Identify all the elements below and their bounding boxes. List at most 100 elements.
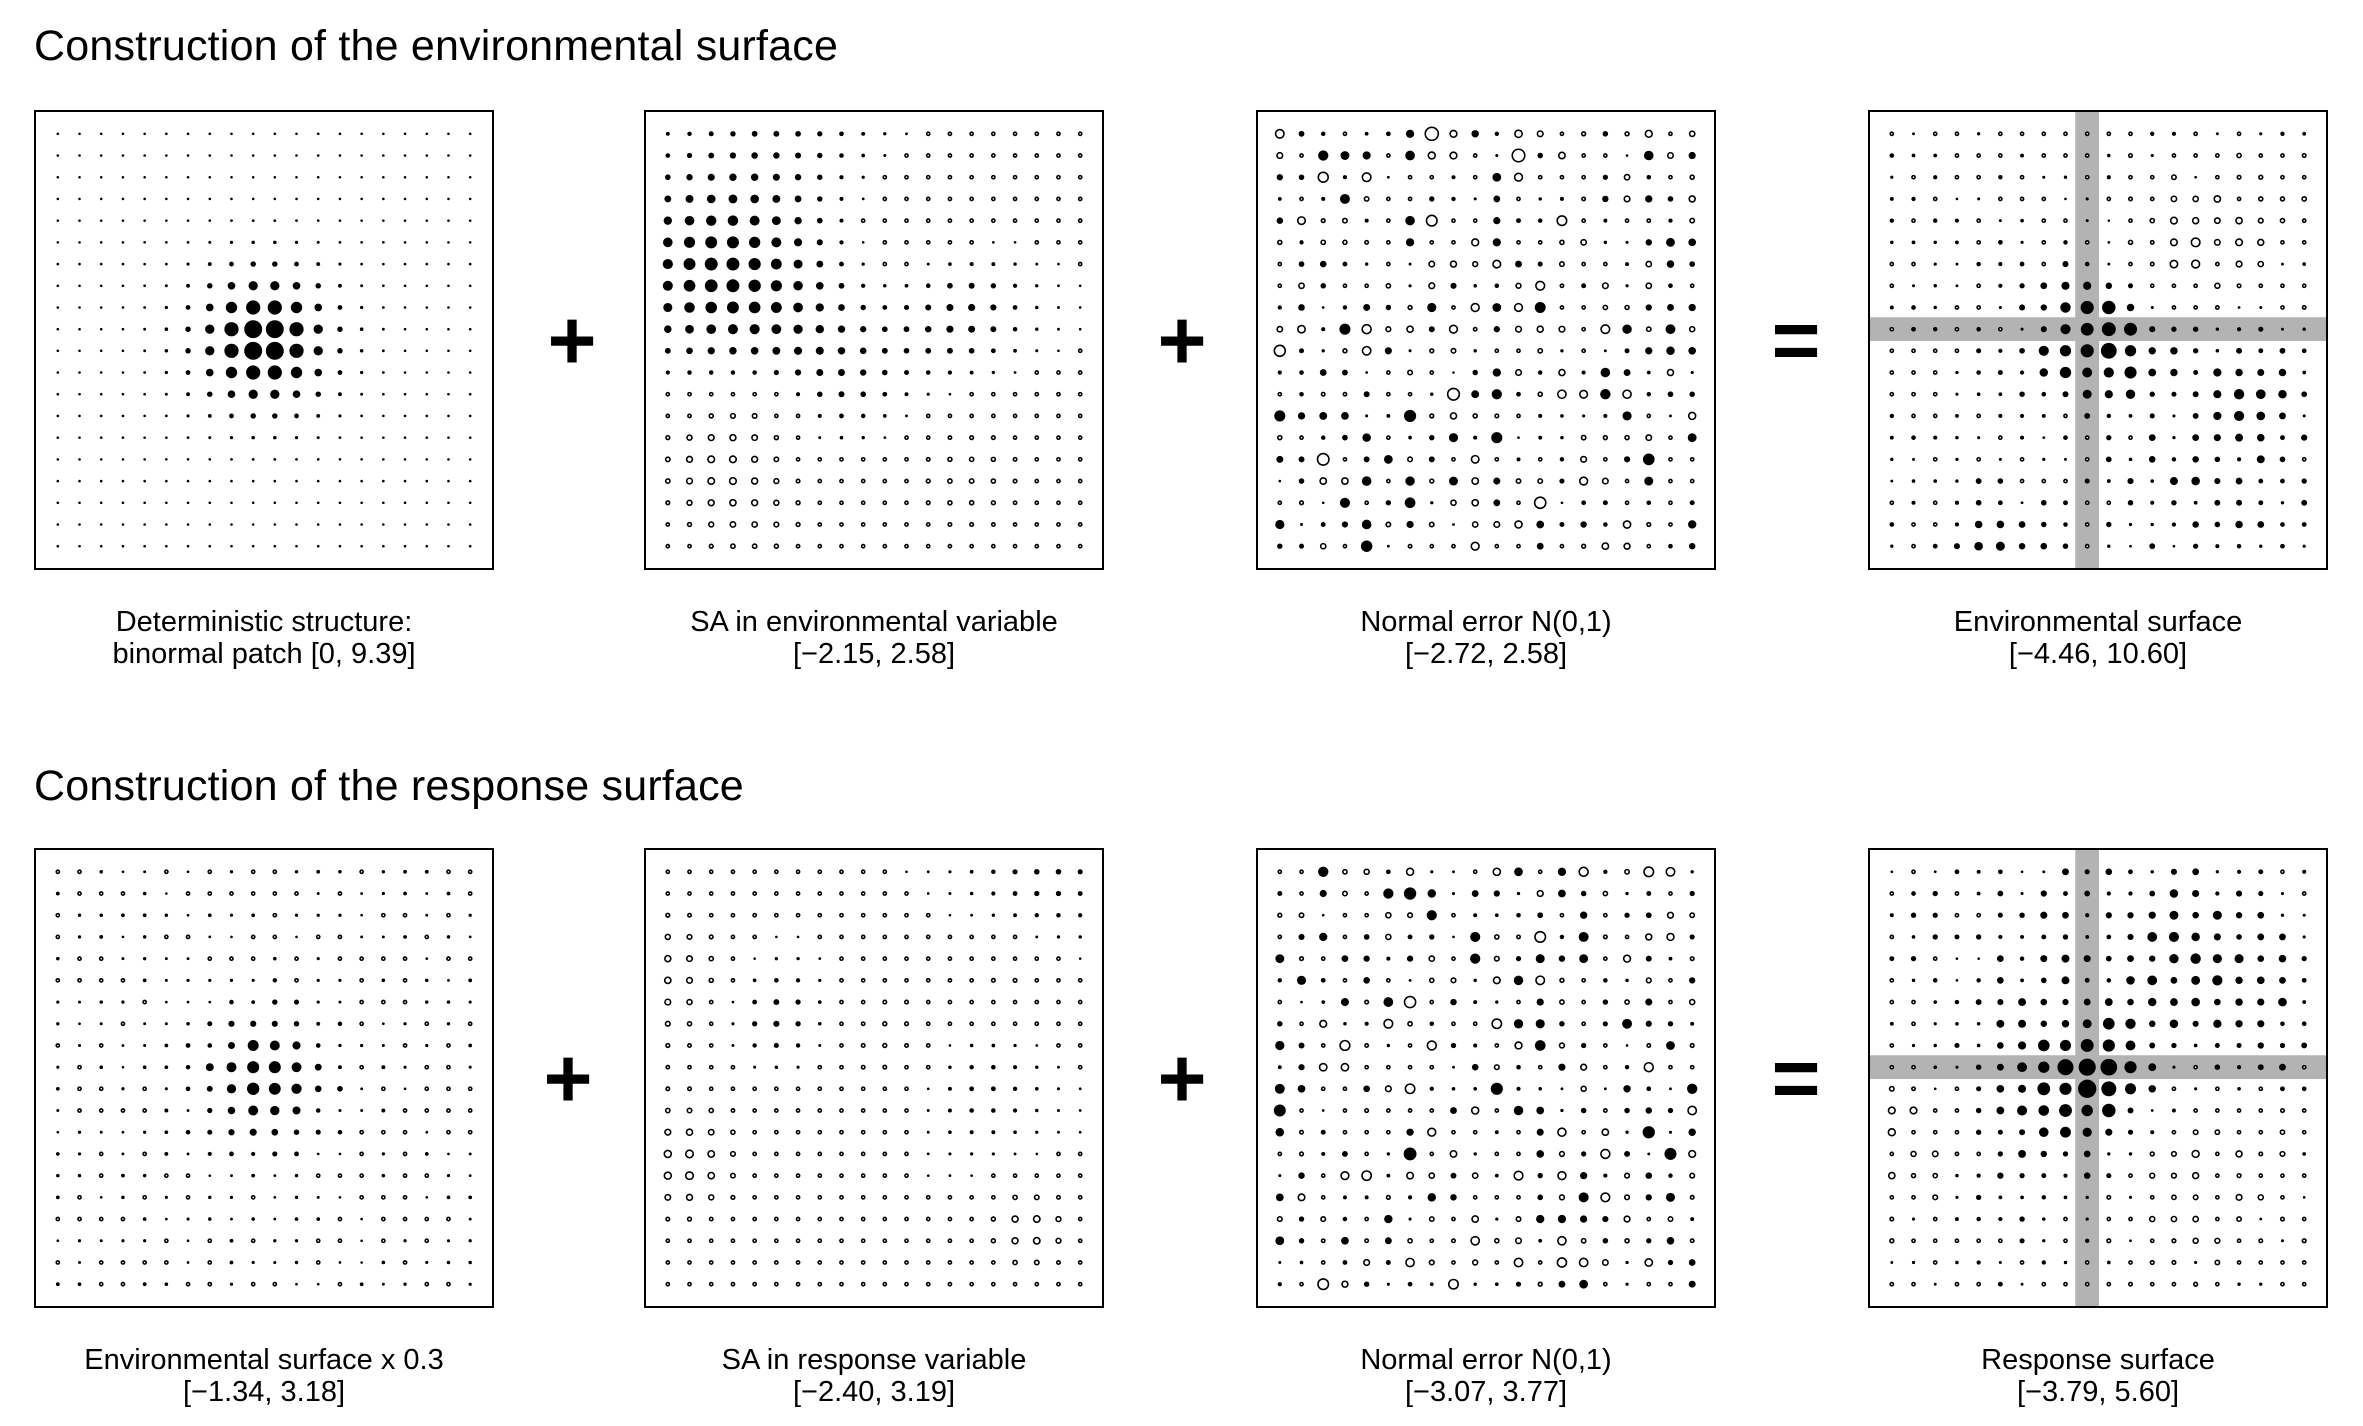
positive-value-dot bbox=[2107, 544, 2111, 548]
positive-value-dot bbox=[382, 458, 385, 461]
positive-value-dot bbox=[78, 371, 81, 374]
positive-value-dot bbox=[991, 891, 996, 896]
positive-value-dot bbox=[1364, 1021, 1369, 1026]
positive-value-dot bbox=[970, 1174, 973, 1177]
negative-value-dot bbox=[142, 1086, 148, 1092]
positive-value-dot bbox=[99, 392, 103, 396]
negative-value-dot bbox=[1689, 1064, 1695, 1070]
positive-value-dot bbox=[839, 175, 844, 180]
positive-value-dot bbox=[1363, 934, 1370, 940]
negative-value-dot bbox=[1407, 1064, 1413, 1070]
positive-value-dot bbox=[338, 154, 342, 157]
positive-value-dot bbox=[925, 347, 932, 354]
positive-value-dot bbox=[1911, 1217, 1916, 1221]
positive-value-dot bbox=[748, 279, 761, 292]
positive-value-dot bbox=[1516, 391, 1521, 397]
negative-value-dot bbox=[1012, 999, 1018, 1005]
negative-value-dot bbox=[860, 934, 866, 940]
negative-value-dot bbox=[142, 1108, 148, 1113]
positive-value-dot bbox=[1077, 891, 1083, 896]
positive-value-dot bbox=[207, 913, 212, 918]
negative-value-dot bbox=[2149, 239, 2155, 245]
positive-value-dot bbox=[818, 436, 822, 440]
negative-value-dot bbox=[969, 239, 975, 245]
positive-value-dot bbox=[294, 913, 299, 917]
negative-value-dot bbox=[990, 1216, 997, 1222]
positive-value-dot bbox=[1668, 956, 1673, 961]
negative-value-dot bbox=[1911, 370, 1916, 375]
positive-value-dot bbox=[447, 501, 450, 505]
positive-value-dot bbox=[295, 1282, 298, 1286]
positive-value-dot bbox=[818, 1022, 822, 1026]
positive-value-dot bbox=[186, 544, 190, 548]
positive-value-dot bbox=[1955, 979, 1959, 982]
positive-value-dot bbox=[447, 154, 450, 157]
negative-value-dot bbox=[2170, 174, 2177, 181]
positive-value-dot bbox=[1078, 327, 1082, 331]
negative-value-dot bbox=[773, 1216, 779, 1222]
positive-value-dot bbox=[1321, 501, 1325, 505]
negative-value-dot bbox=[882, 456, 888, 462]
positive-value-dot bbox=[1056, 935, 1061, 939]
negative-value-dot bbox=[882, 1108, 888, 1113]
negative-value-dot bbox=[2258, 1108, 2264, 1113]
positive-value-dot bbox=[817, 413, 822, 419]
positive-value-dot bbox=[338, 501, 342, 505]
positive-value-dot bbox=[208, 154, 212, 157]
negative-value-dot bbox=[446, 1216, 451, 1222]
negative-value-dot bbox=[402, 1194, 408, 1200]
negative-value-dot bbox=[860, 1151, 866, 1157]
negative-value-dot bbox=[708, 1043, 714, 1048]
negative-value-dot bbox=[1911, 869, 1916, 875]
negative-value-dot bbox=[1342, 348, 1348, 354]
negative-value-dot bbox=[903, 1021, 910, 1027]
negative-value-dot bbox=[1687, 411, 1697, 421]
positive-value-dot bbox=[861, 153, 866, 158]
negative-value-dot bbox=[752, 1173, 758, 1179]
negative-value-dot bbox=[424, 1021, 430, 1027]
negative-value-dot bbox=[1602, 261, 1608, 267]
positive-value-dot bbox=[2280, 131, 2285, 137]
negative-value-dot bbox=[1954, 891, 1960, 896]
negative-value-dot bbox=[947, 1216, 953, 1222]
negative-value-dot bbox=[1361, 323, 1372, 335]
negative-value-dot bbox=[665, 543, 671, 549]
negative-value-dot bbox=[904, 500, 909, 506]
positive-value-dot bbox=[273, 435, 277, 440]
negative-value-dot bbox=[664, 1128, 672, 1136]
positive-value-dot bbox=[793, 238, 803, 247]
positive-value-dot bbox=[2106, 434, 2112, 441]
negative-value-dot bbox=[1932, 456, 1938, 462]
positive-value-dot bbox=[1365, 371, 1369, 374]
negative-value-dot bbox=[163, 1260, 169, 1265]
positive-value-dot bbox=[1055, 890, 1062, 897]
negative-value-dot bbox=[1910, 1150, 1917, 1158]
negative-value-dot bbox=[817, 1151, 823, 1157]
positive-value-dot bbox=[381, 327, 385, 331]
negative-value-dot bbox=[1537, 239, 1543, 245]
positive-value-dot bbox=[1559, 457, 1565, 462]
negative-value-dot bbox=[1689, 174, 1696, 181]
negative-value-dot bbox=[207, 891, 213, 896]
negative-value-dot bbox=[817, 1108, 823, 1113]
positive-value-dot bbox=[164, 1195, 168, 1199]
positive-value-dot bbox=[164, 1087, 168, 1091]
positive-value-dot bbox=[273, 132, 277, 136]
negative-value-dot bbox=[707, 433, 715, 442]
negative-value-dot bbox=[1645, 326, 1652, 333]
positive-value-dot bbox=[208, 479, 212, 483]
positive-value-dot bbox=[2147, 932, 2158, 942]
negative-value-dot bbox=[2280, 305, 2285, 310]
negative-value-dot bbox=[1451, 1021, 1456, 1027]
negative-value-dot bbox=[1320, 1260, 1326, 1265]
negative-value-dot bbox=[1277, 869, 1283, 875]
negative-value-dot bbox=[773, 869, 779, 875]
positive-value-dot bbox=[292, 1041, 301, 1050]
positive-value-dot bbox=[1536, 1106, 1545, 1115]
negative-value-dot bbox=[1298, 1151, 1305, 1157]
positive-value-dot bbox=[1298, 456, 1305, 463]
positive-value-dot bbox=[468, 1217, 472, 1221]
positive-value-dot bbox=[748, 301, 761, 314]
positive-value-dot bbox=[1997, 912, 2003, 918]
negative-value-dot bbox=[990, 1238, 997, 1244]
